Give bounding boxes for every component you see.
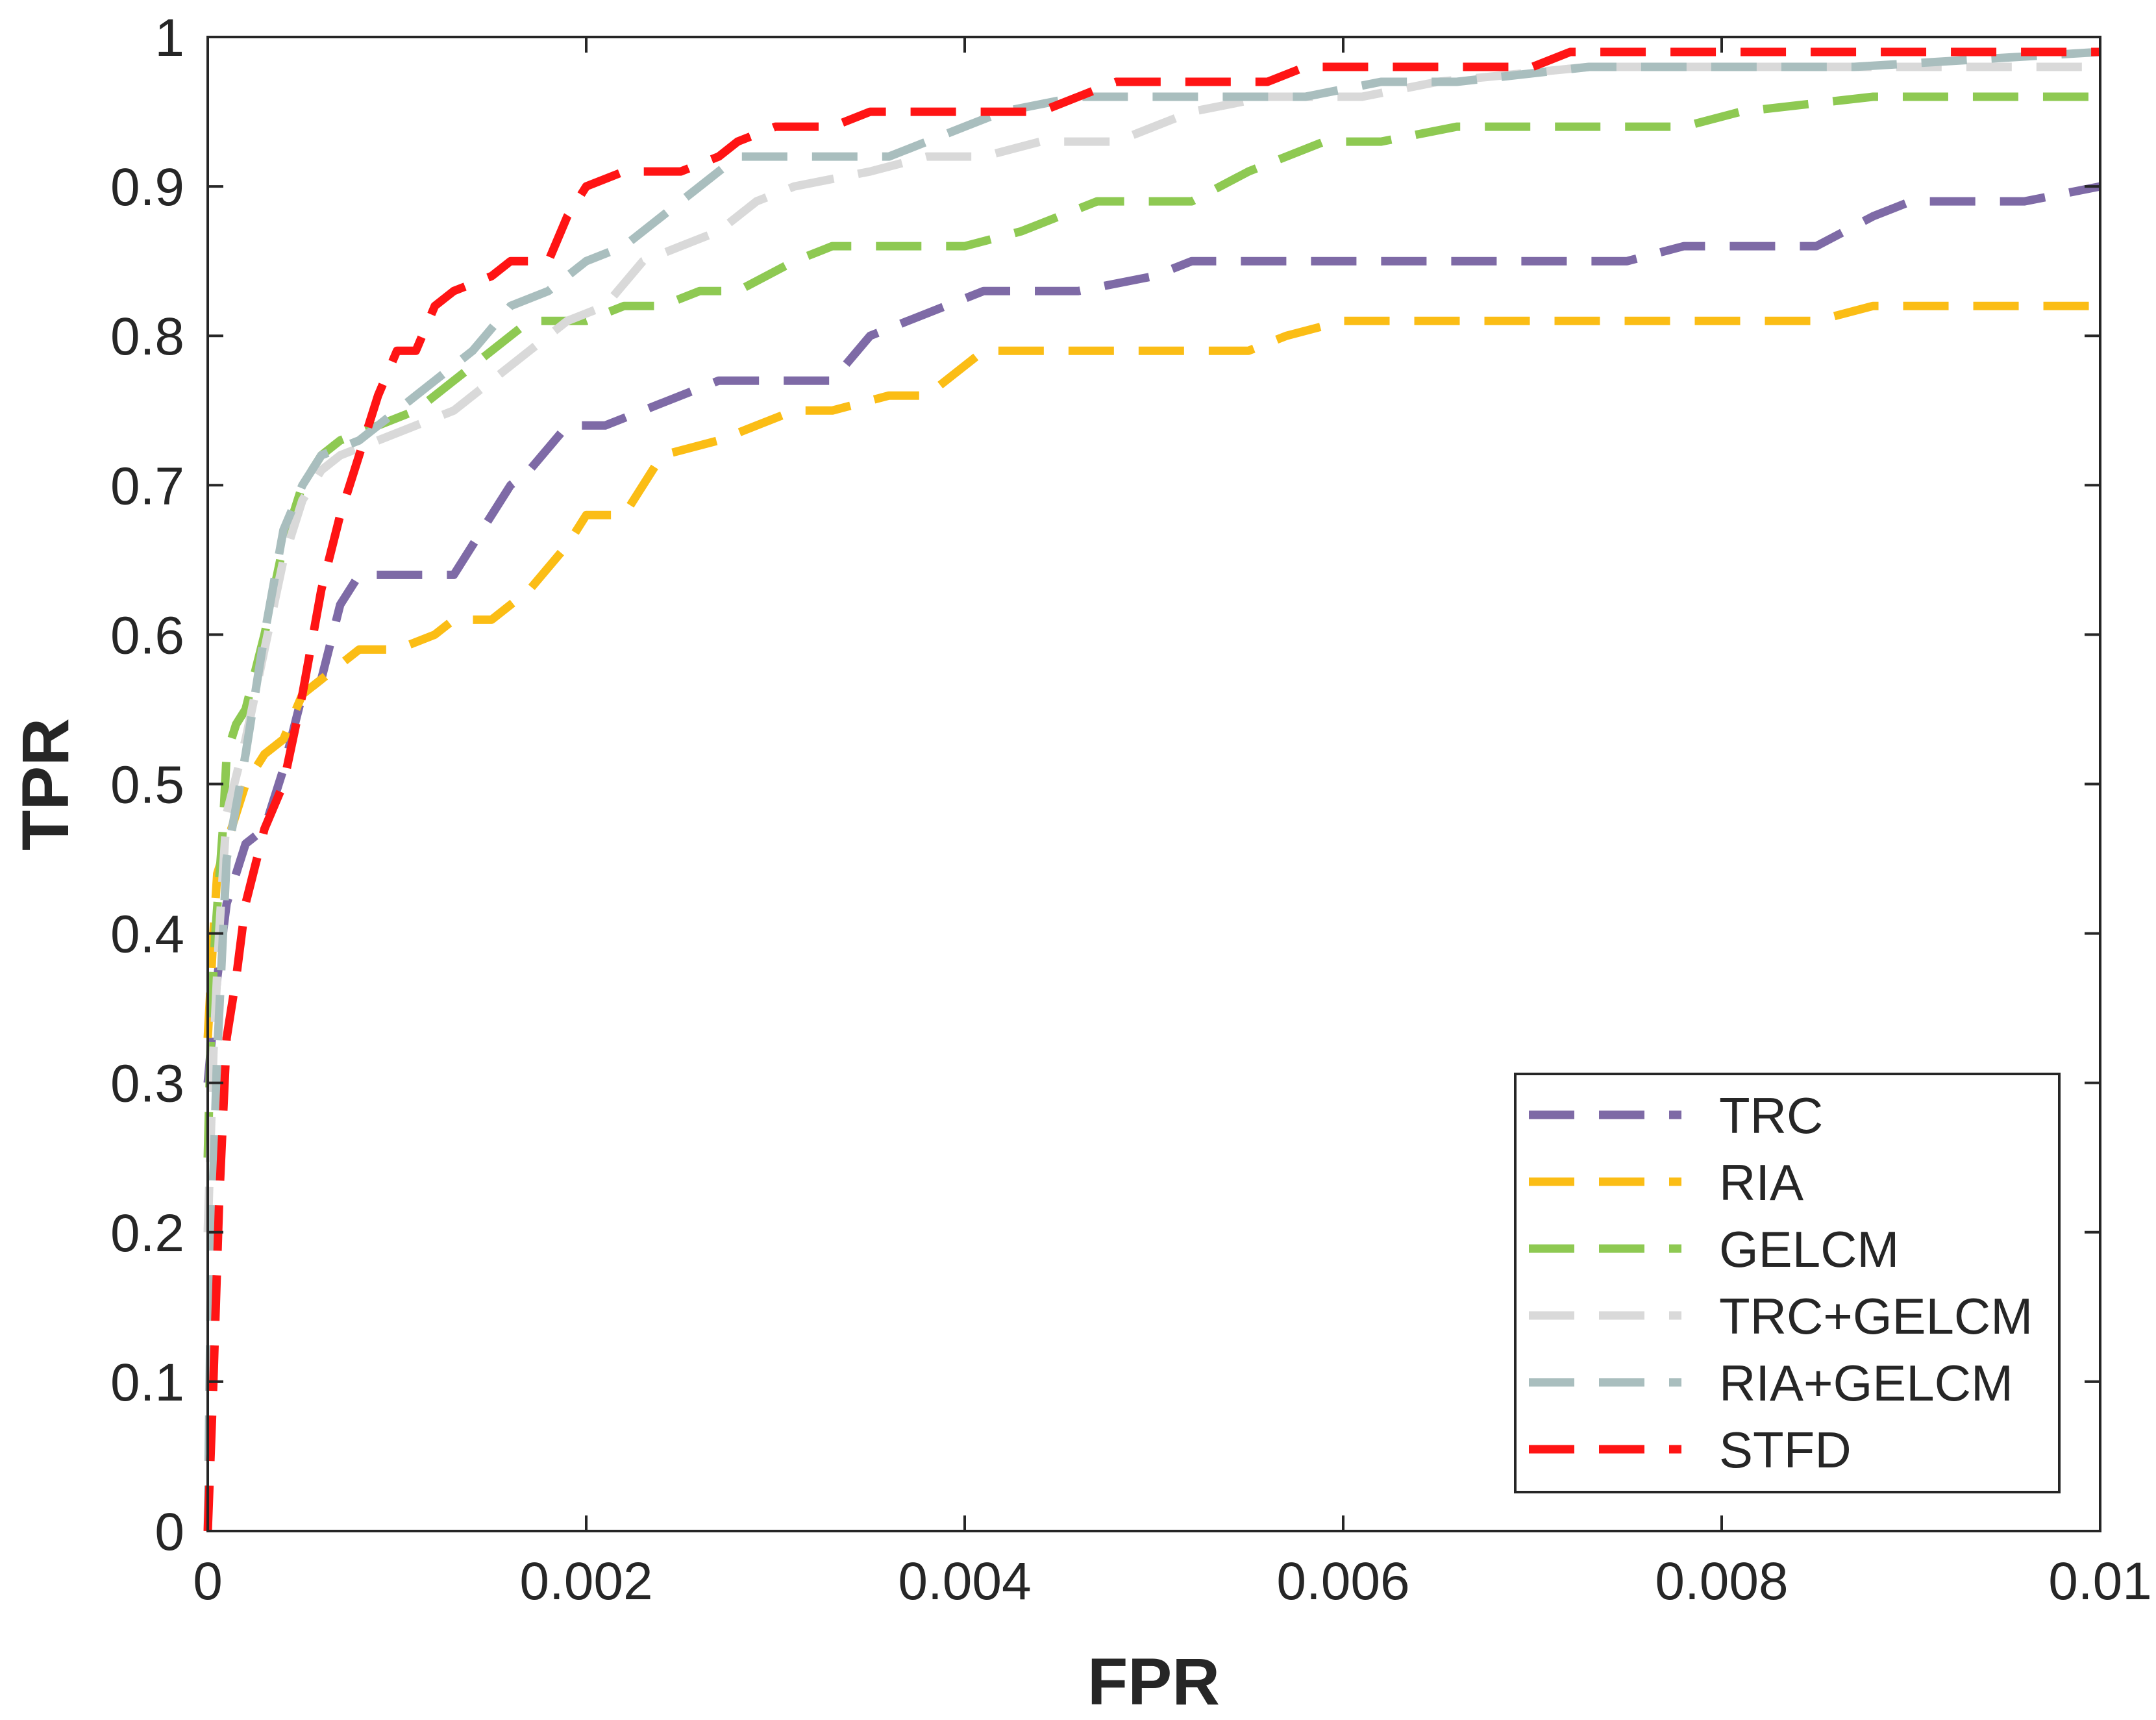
legend-label-trc: TRC <box>1719 1087 1823 1144</box>
y-tick-label: 0.8 <box>110 307 184 366</box>
series-layer <box>203 47 2101 1532</box>
series-line-trc <box>203 182 2101 1084</box>
series-line-ria <box>203 301 2100 1039</box>
x-tick-label: 0.006 <box>1276 1552 1409 1611</box>
x-tick-label: 0.004 <box>898 1552 1031 1611</box>
y-axis-label: TPR <box>8 718 82 851</box>
x-tick-label: 0.008 <box>1655 1552 1788 1611</box>
y-tick-label: 0.6 <box>110 606 184 665</box>
legend-label-trc-gelcm: TRC+GELCM <box>1719 1288 2033 1345</box>
legend-box <box>1514 1073 2061 1493</box>
x-tick-label: 0.002 <box>519 1552 652 1611</box>
y-tick-label: 1 <box>155 8 184 68</box>
x-axis-label: FPR <box>1087 1645 1220 1719</box>
y-tick-label: 0.2 <box>110 1204 184 1263</box>
y-tick-label: 0.4 <box>110 905 184 964</box>
legend: TRC RIA GELCM TRC+GELCM RIA+GELCM STFD <box>1514 1073 2061 1493</box>
legend-label-ria: RIA <box>1719 1154 1803 1211</box>
series-line-gelcm <box>203 92 2100 1158</box>
x-tick-label: 0 <box>193 1552 223 1611</box>
y-tick-label: 0.1 <box>110 1353 184 1412</box>
legend-label-stfd: STFD <box>1719 1421 1852 1478</box>
series-line-stfd <box>203 47 2100 1532</box>
y-tick-label: 0 <box>155 1502 184 1562</box>
y-tick-label: 0.3 <box>110 1054 184 1114</box>
legend-label-ria-gelcm: RIA+GELCM <box>1719 1354 2013 1412</box>
y-tick-label: 0.5 <box>110 756 184 815</box>
legend-label-gelcm: GELCM <box>1719 1221 1899 1278</box>
series-line-ria-gelcm <box>203 47 2101 1532</box>
legend-entries: TRC RIA GELCM TRC+GELCM RIA+GELCM STFD <box>1529 1087 2033 1478</box>
ticks-layer: 0 0.002 0.004 0.006 0.008 0.01 0 0.1 0.2 0.3 0.4 0.… <box>110 8 2152 1611</box>
x-tick-label: 0.01 <box>2048 1552 2152 1611</box>
y-tick-label: 0.7 <box>110 456 184 516</box>
y-tick-label: 0.9 <box>110 158 184 217</box>
